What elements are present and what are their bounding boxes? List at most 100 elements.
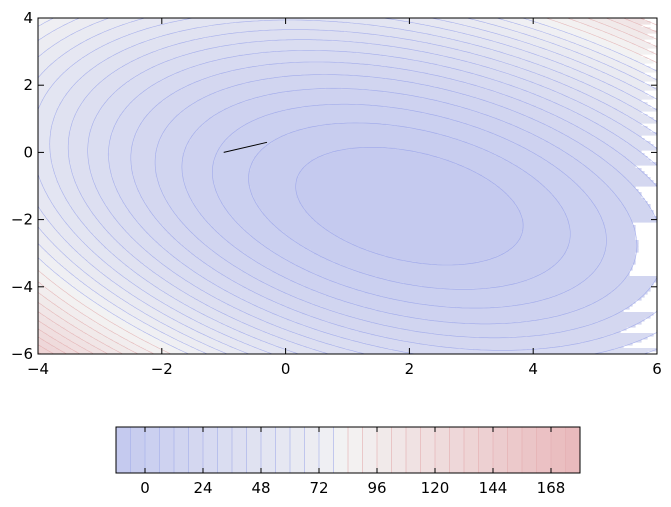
contour-band-cell (62, 192, 81, 196)
contour-band-cell (104, 297, 123, 301)
contour-band-cell (560, 147, 588, 151)
contour-band-cell (272, 333, 300, 337)
contour-band-cell (116, 294, 135, 298)
contour-band-cell (404, 93, 465, 97)
contour-band-cell (260, 279, 291, 283)
contour-band-cell (38, 69, 45, 73)
contour-band-cell (77, 30, 105, 34)
contour-band-cell (167, 201, 195, 205)
contour-band-cell (89, 135, 111, 139)
contour-band-cell (599, 261, 636, 265)
contour-band-cell (458, 138, 507, 142)
contour-band-cell (239, 54, 384, 58)
contour-band-cell (95, 234, 111, 238)
contour-band-cell (575, 285, 618, 289)
contour-band-cell (566, 312, 618, 316)
contour-band-cell (560, 168, 591, 172)
contour-band-cell (98, 330, 114, 334)
contour-band-cell (467, 123, 513, 127)
contour-band-cell (143, 321, 162, 325)
contour-band-cell (92, 327, 108, 331)
contour-band-cell (38, 24, 42, 28)
contour-band-cell (524, 78, 552, 82)
contour-band-cell (224, 237, 255, 241)
contour-band-cell (500, 135, 537, 139)
contour-band-cell (404, 282, 516, 286)
contour-band-cell (569, 219, 603, 223)
contour-band-cell (320, 255, 387, 259)
contour-band-cell (104, 102, 132, 106)
colorbar-band (203, 427, 218, 473)
contour-band-cell (242, 270, 273, 274)
contour-band-cell (521, 168, 561, 172)
contour-band-cell (224, 333, 249, 337)
contour-band-cell (536, 105, 564, 109)
contour-band-cell (227, 87, 327, 91)
contour-band-cell (518, 111, 549, 115)
contour-band-cell (80, 336, 93, 340)
contour-band-cell (329, 321, 372, 325)
contour-band-cell (359, 270, 546, 274)
contour-band-cell (101, 105, 129, 109)
contour-band-cell (524, 129, 558, 133)
contour-band-cell (74, 231, 93, 235)
contour-band-cell (542, 30, 564, 34)
contour-band-cell (494, 153, 537, 157)
contour-band-cell (116, 120, 144, 124)
contour-band-cell (197, 237, 225, 241)
contour-band-cell (134, 282, 153, 286)
contour-band-cell (110, 345, 126, 349)
contour-band-cell (53, 336, 66, 340)
contour-band-cell (530, 132, 564, 136)
contour-band-cell (296, 240, 348, 244)
contour-band-cell (194, 234, 222, 238)
contour-band-cell (299, 201, 516, 205)
contour-band-cell (599, 36, 621, 40)
contour-band-cell (59, 213, 78, 217)
contour-band-cell (308, 213, 522, 217)
contour-band-cell (38, 279, 51, 283)
contour-band-cell (158, 258, 177, 262)
contour-band-cell (38, 345, 42, 349)
contour-band-cell (338, 282, 405, 286)
contour-band-cell (131, 153, 156, 157)
contour-band-cell (383, 90, 453, 94)
contour-band-cell (536, 21, 561, 25)
contour-band-cell (95, 87, 120, 91)
contour-band-cell (470, 42, 501, 46)
contour-band-cell (611, 48, 630, 52)
contour-band-cell (323, 276, 378, 280)
contour-band-cell (593, 96, 615, 100)
contour-band-cell (449, 66, 489, 70)
colorbar-band (145, 427, 160, 473)
contour-band-cell (83, 270, 102, 274)
contour-band-cell (146, 249, 168, 253)
contour-band-cell (221, 234, 252, 238)
contour-band-cell (107, 75, 138, 79)
contour-band-cell (593, 135, 618, 139)
contour-band-cell (47, 237, 66, 241)
contour-band-cell (623, 45, 639, 49)
contour-band-cell (155, 285, 177, 289)
contour-band-cell (476, 63, 510, 67)
contour-band-cell (74, 180, 96, 184)
contour-band-cell (134, 306, 153, 310)
contour-band-cell (77, 183, 96, 187)
contour-band-cell (578, 183, 606, 187)
contour-band-cell (155, 168, 183, 172)
contour-band-cell (203, 78, 264, 82)
contour-band-cell (140, 309, 159, 313)
contour-band-cell (59, 186, 78, 190)
contour-band-cell (596, 321, 642, 325)
contour-band-cell (533, 276, 588, 280)
contour-band-cell (80, 279, 96, 283)
contour-band-cell (227, 324, 249, 328)
contour-band-cell (65, 96, 87, 100)
contour-band-cell (65, 336, 81, 340)
contour-band-cell (92, 36, 123, 40)
contour-band-cell (185, 303, 207, 307)
contour-band-cell (134, 324, 150, 328)
contour-band-cell (53, 270, 69, 274)
contour-band-cell (116, 219, 138, 223)
contour-band-cell (164, 264, 186, 268)
